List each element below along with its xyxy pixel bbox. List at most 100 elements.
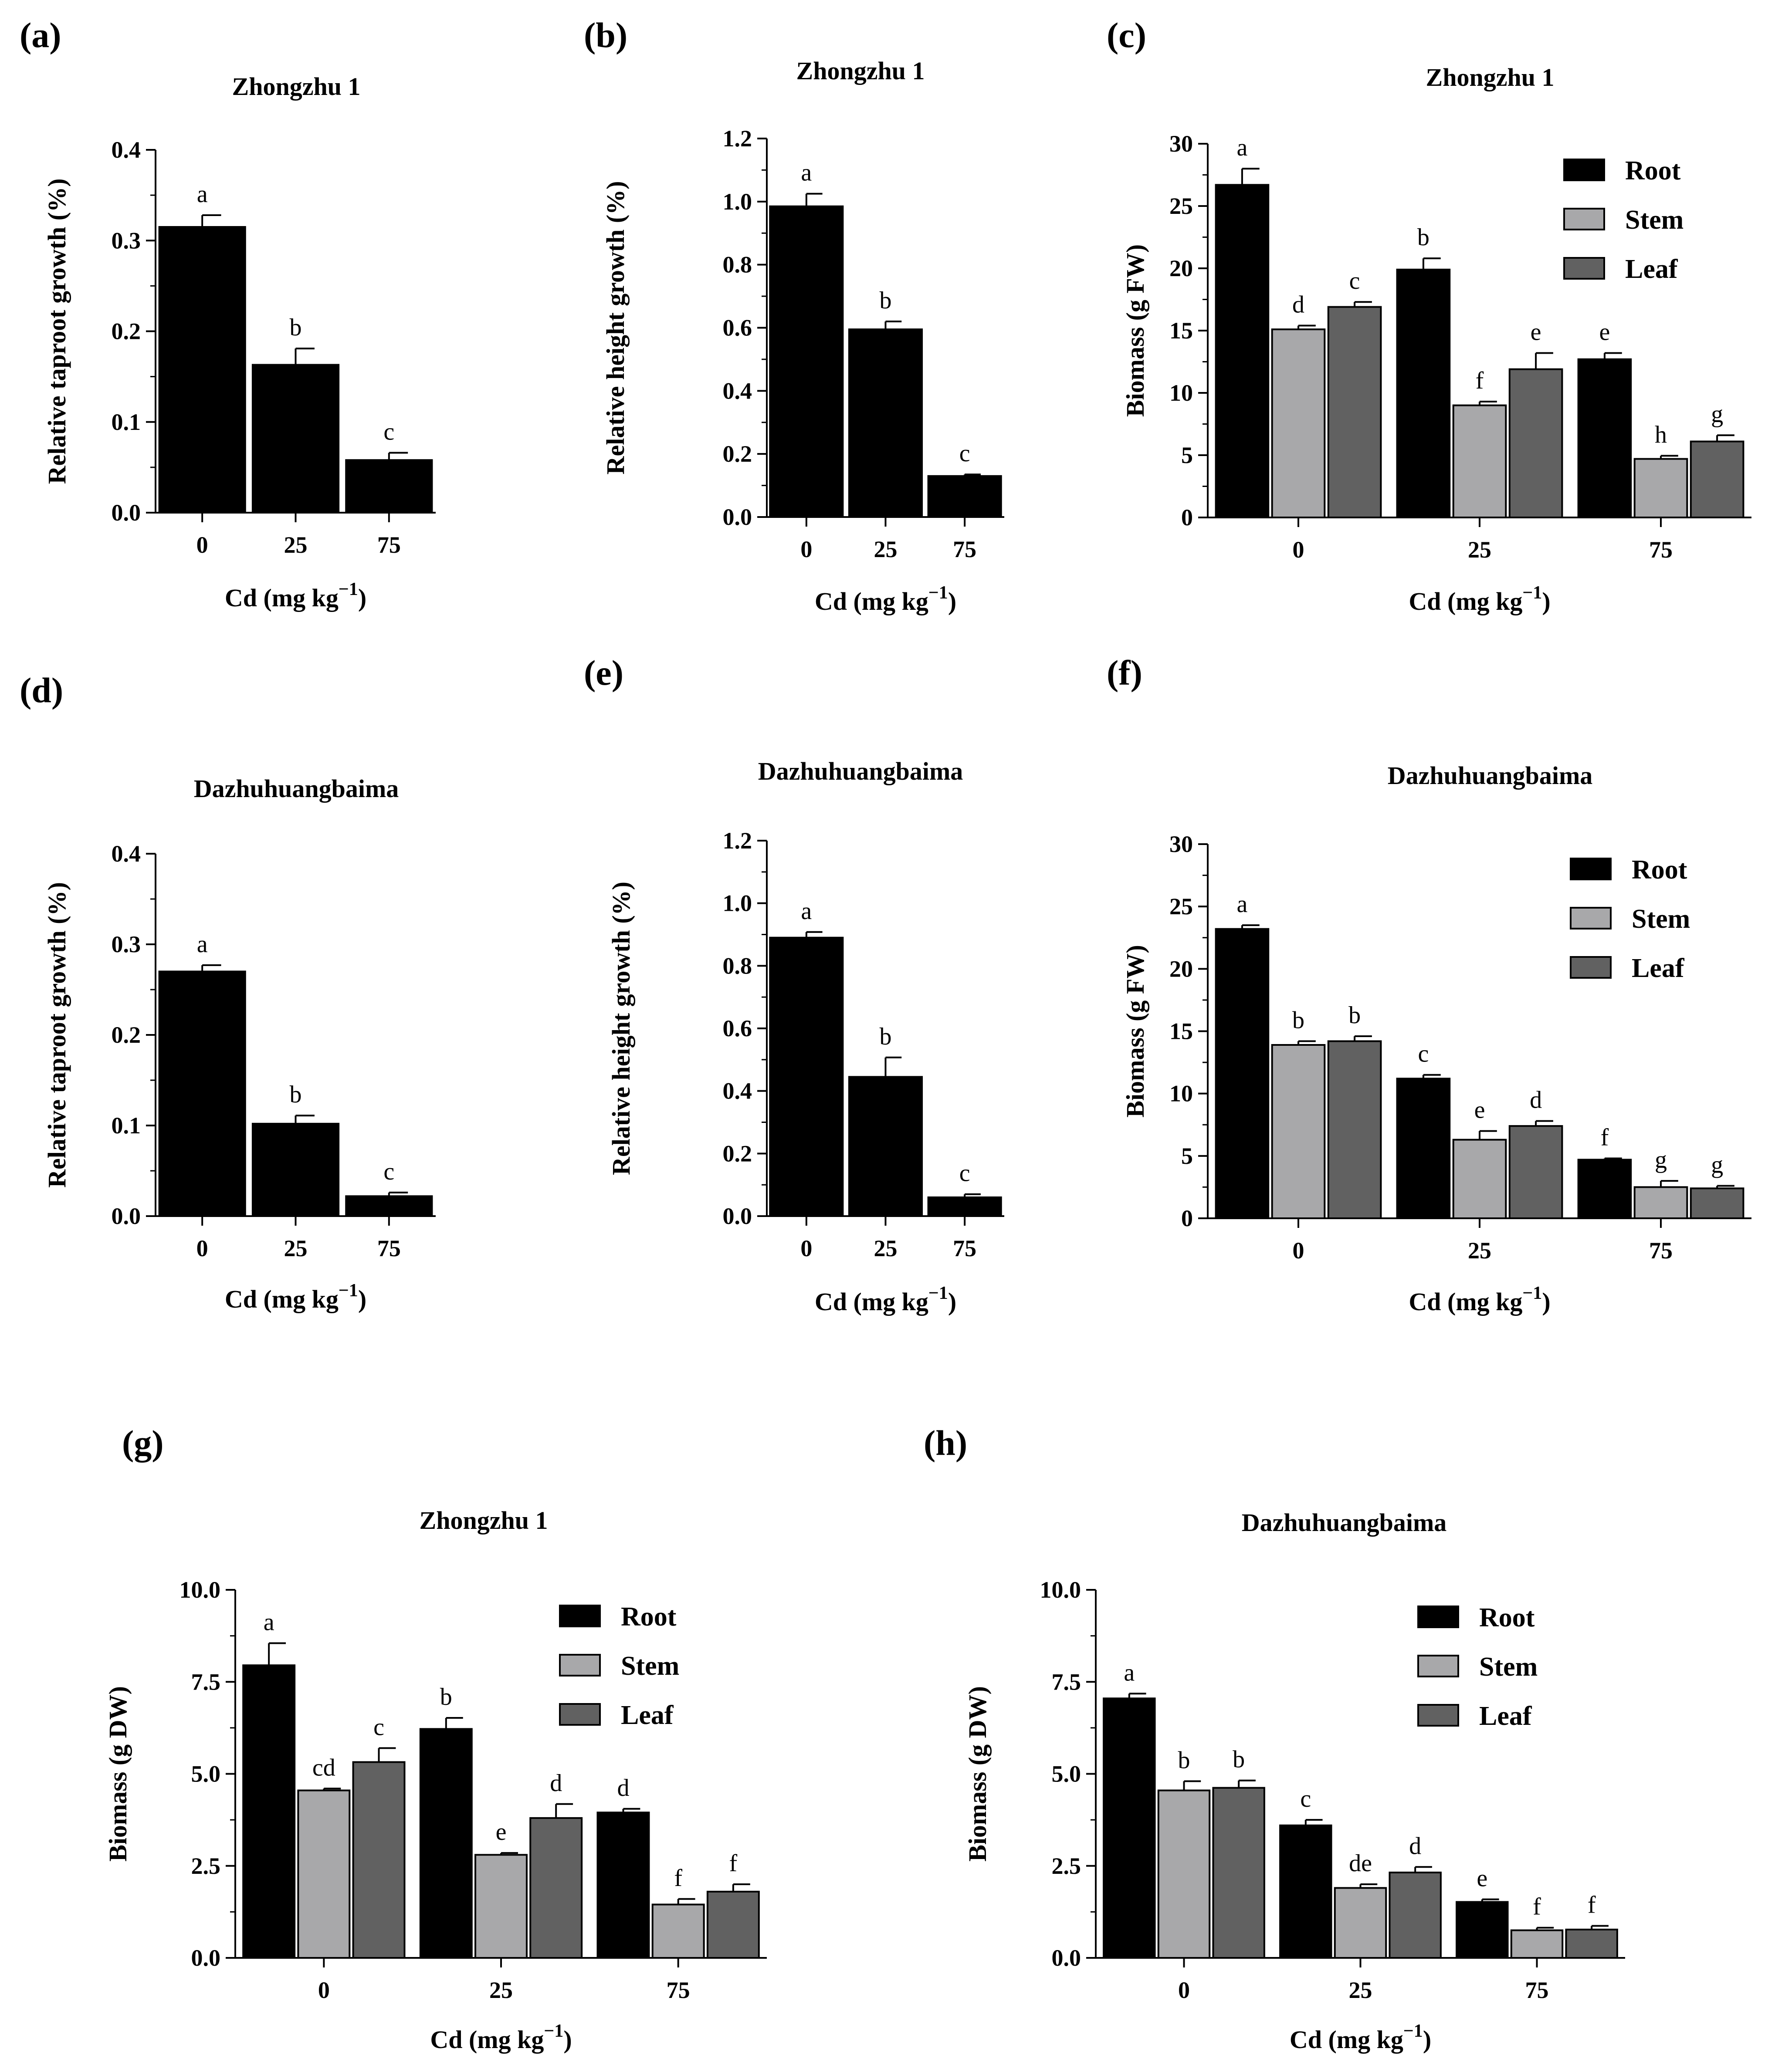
x-axis-label: Cd (mg kg−1)	[1409, 1283, 1550, 1316]
significance-letter: f	[1601, 1124, 1609, 1151]
significance-letter: b	[1178, 1747, 1190, 1774]
y-tick-label: 5.0	[1052, 1761, 1081, 1787]
significance-letter: e	[1531, 318, 1541, 345]
y-axis-label: Relative height growth (%)	[601, 181, 630, 475]
significance-letter: d	[1409, 1832, 1421, 1859]
panel-label: (c)	[1107, 15, 1146, 55]
bar-leaf-0	[1327, 1040, 1382, 1220]
significance-letter: c	[1418, 1041, 1429, 1068]
x-tick-label: 0	[196, 1235, 208, 1261]
bar-root-25	[1396, 1078, 1451, 1219]
x-tick-label: 25	[489, 1977, 513, 2003]
bar-value-75	[927, 475, 1002, 518]
chart-title: Dazhuhuangbaima	[1242, 1508, 1447, 1537]
x-tick-label: 75	[667, 1977, 690, 2003]
panel-label: (b)	[584, 15, 627, 55]
bar-root-75	[1577, 1159, 1632, 1219]
significance-letter: f	[1533, 1893, 1541, 1920]
x-tick-label: 25	[874, 1235, 898, 1261]
bar-leaf-75	[706, 1890, 760, 1959]
bar-stem-0	[1157, 1789, 1211, 1959]
significance-letter: b	[1233, 1746, 1245, 1773]
x-axis-label: Cd (mg kg−1)	[1409, 583, 1550, 615]
legend-label-leaf: Leaf	[621, 1700, 674, 1730]
x-tick-label: 0	[800, 1235, 812, 1261]
bar-stem-75	[651, 1903, 705, 1959]
panel-label: (e)	[584, 653, 623, 693]
legend-label-root: Root	[1625, 156, 1681, 186]
significance-letter: a	[197, 181, 208, 208]
bar-value-25	[848, 1076, 923, 1217]
significance-letter: c	[1349, 267, 1360, 294]
significance-letter: f	[729, 1850, 738, 1877]
significance-letter: g	[1655, 1146, 1667, 1173]
y-tick-label: 1.0	[723, 189, 752, 215]
bar-stem-25	[1452, 404, 1507, 518]
y-tick-label: 0.2	[112, 318, 141, 345]
bar-stem-75	[1633, 1186, 1688, 1220]
legend-swatch-stem	[559, 1654, 601, 1677]
bar-value-25	[251, 1122, 340, 1217]
legend-label-leaf: Leaf	[1632, 953, 1685, 983]
significance-letter: b	[290, 1081, 302, 1108]
bar-value-0	[769, 205, 844, 518]
bar-leaf-25	[1389, 1871, 1442, 1959]
significance-letter: e	[496, 1818, 507, 1846]
bar-root-0	[1215, 928, 1270, 1220]
bar-value-75	[345, 459, 433, 514]
significance-letter: e	[1599, 318, 1610, 345]
chart-title: Zhongzhu 1	[420, 1506, 548, 1535]
legend-label-stem: Stem	[1479, 1652, 1538, 1682]
y-tick-label: 5	[1181, 1143, 1193, 1169]
y-tick-label: 7.5	[191, 1669, 221, 1695]
y-tick-label: 0.1	[112, 1112, 141, 1139]
significance-letter: a	[197, 931, 208, 958]
legend-swatch-root	[1563, 159, 1605, 181]
legend-swatch-stem	[1563, 208, 1605, 230]
panel-e: (e) Dazhuhuangbaima 0.0 0.2 0.4 0.6 0.8 1.0 1.2 R…	[584, 653, 1004, 1316]
panel-d: (d) Dazhuhuangbaima 0.0 0.1 0.2 0.3 0.4 Relativ…	[20, 670, 436, 1313]
significance-letter: f	[1588, 1891, 1596, 1918]
bar-root-0	[1103, 1697, 1156, 1959]
y-tick-label: 0	[1181, 1205, 1193, 1231]
significance-letter: a	[1236, 134, 1247, 161]
y-axis-label: Biomass (g DW)	[104, 1686, 132, 1862]
significance-letter: b	[290, 314, 302, 341]
x-axis-label: Cd (mg kg−1)	[815, 583, 956, 615]
x-tick-label: 0	[1293, 537, 1304, 563]
significance-letter: b	[1348, 1002, 1361, 1029]
x-tick-label: 75	[377, 1235, 401, 1261]
x-tick-label: 0	[196, 532, 208, 558]
y-axis-label: Biomass (g FW)	[1121, 945, 1149, 1117]
panel-c: (c) Zhongzhu 1 0 5 10 15 20 25 30 Biomass (g FW) 0…	[1107, 15, 1751, 615]
bar-leaf-75	[1690, 440, 1745, 518]
y-tick-label: 0.1	[112, 409, 141, 435]
y-tick-label: 25	[1169, 193, 1193, 219]
chart-title: Zhongzhu 1	[232, 72, 361, 101]
chart-title: Dazhuhuangbaima	[194, 774, 399, 803]
y-tick-label: 0.8	[723, 252, 752, 278]
bar-value-25	[848, 328, 923, 518]
y-tick-label: 0.4	[723, 378, 752, 404]
y-tick-label: 15	[1169, 1018, 1193, 1044]
panel-h: (h) Dazhuhuangbaima 0.0 2.5 5.0 7.5 10.0 Biomas…	[924, 1423, 1625, 2054]
significance-letter: g	[1711, 401, 1723, 428]
legend-swatch-stem	[1570, 907, 1612, 930]
bar-value-25	[251, 364, 340, 514]
bar-value-75	[927, 1196, 1002, 1217]
panel-g: (g) Zhongzhu 1 0.0 2.5 5.0 7.5 10.0 Biomass (g …	[104, 1423, 767, 2054]
x-tick-label: 25	[1468, 1237, 1491, 1264]
y-tick-label: 2.5	[1052, 1853, 1081, 1879]
chart-title: Zhongzhu 1	[796, 57, 925, 85]
panel-label: (d)	[20, 670, 63, 710]
significance-letter: b	[440, 1683, 452, 1710]
y-tick-label: 0.8	[723, 953, 752, 979]
significance-letter: a	[264, 1609, 274, 1636]
y-tick-label: 0.0	[723, 504, 752, 530]
significance-letter: h	[1655, 421, 1667, 448]
significance-letter: e	[1474, 1097, 1485, 1124]
chart-title: Dazhuhuangbaima	[758, 757, 963, 785]
x-axis-label: Cd (mg kg−1)	[815, 1283, 956, 1316]
legend-swatch-stem	[1417, 1655, 1459, 1677]
